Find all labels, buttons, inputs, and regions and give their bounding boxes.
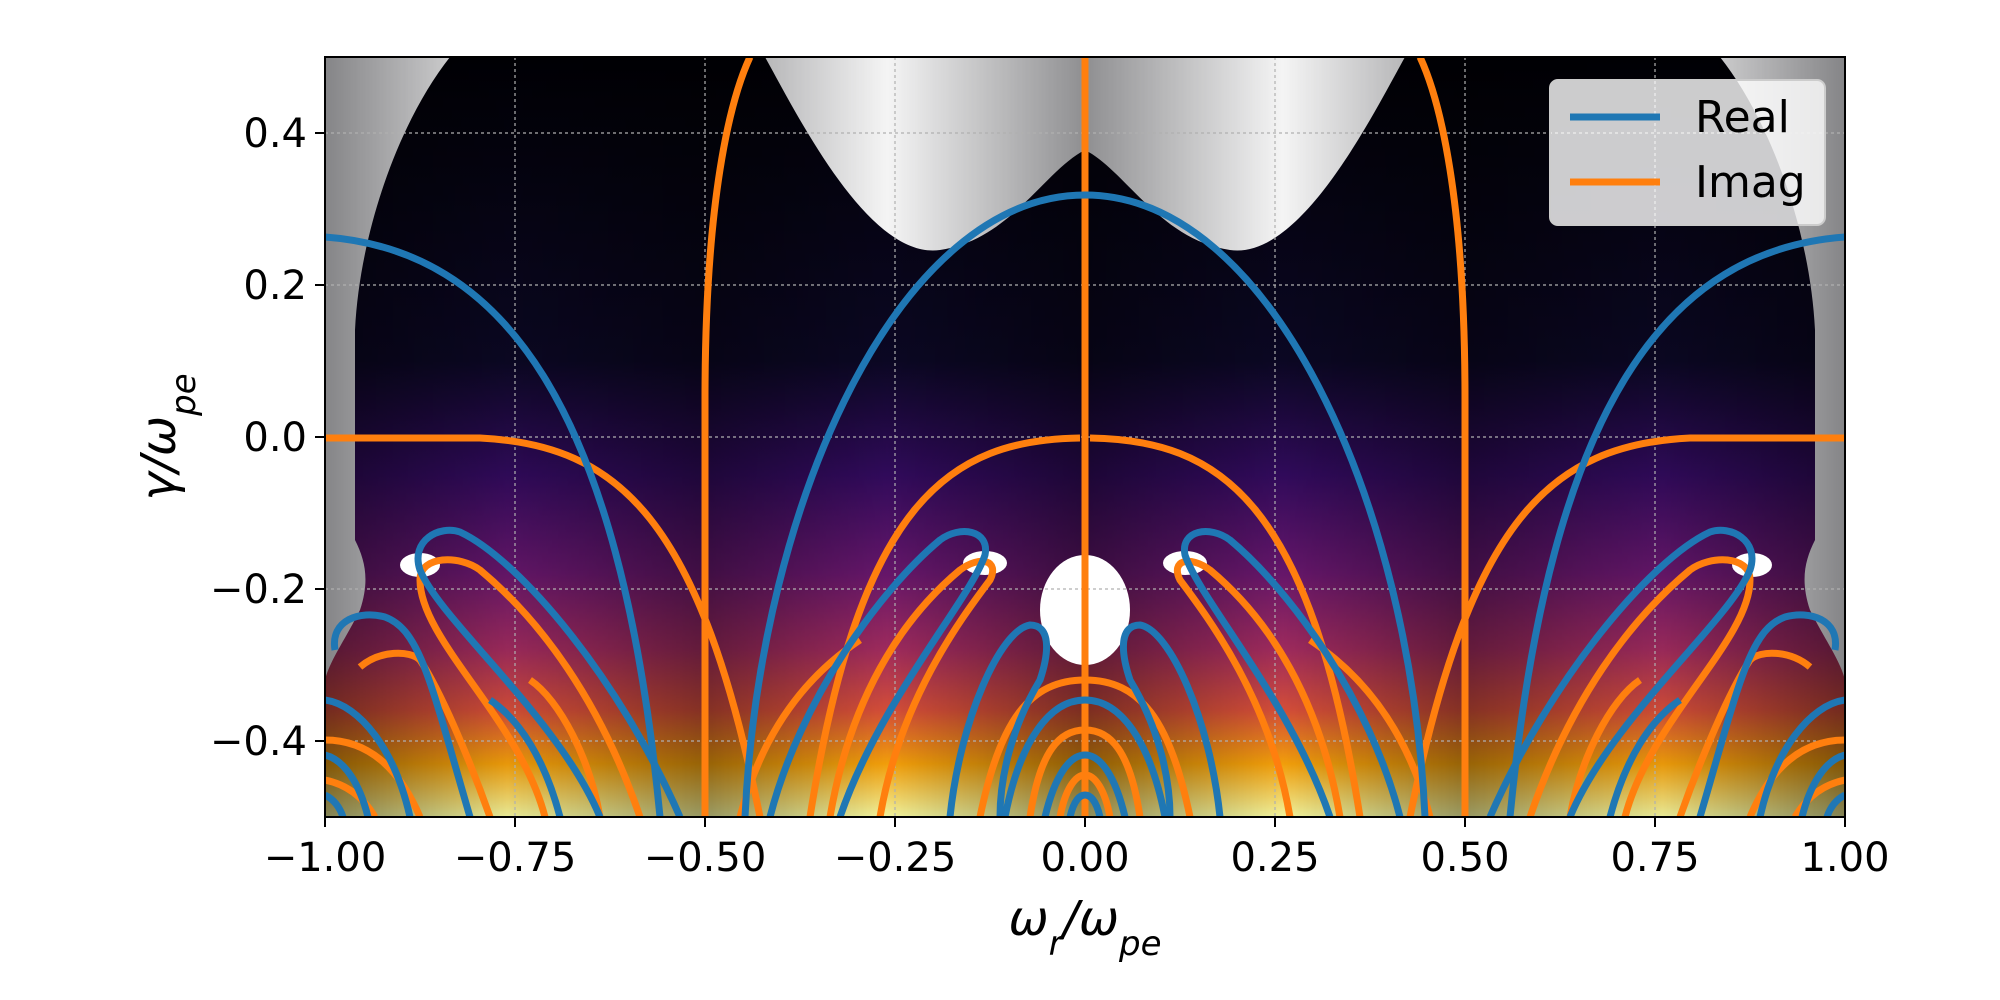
- y-axis-ticks: −0.4 −0.2 0.0 0.2 0.4: [210, 111, 325, 765]
- real-contour-fan-right-b: [1756, 696, 1845, 817]
- legend-imag-label: Imag: [1695, 157, 1806, 208]
- y-tick-label: 0.2: [243, 263, 307, 309]
- real-contour-inner-right: [1606, 697, 1682, 817]
- real-contour-fan-left-c: [325, 751, 372, 817]
- legend-real-label: Real: [1695, 92, 1790, 143]
- real-contour-center-cap-1: [1001, 696, 1169, 817]
- real-contour-center-cap-3: [1066, 791, 1104, 817]
- x-tick-label: −0.25: [834, 835, 957, 881]
- imag-contour-center-left: [806, 434, 1081, 817]
- real-contour-inner-left: [488, 697, 564, 817]
- imag-contour-center-cap-1: [976, 676, 1194, 817]
- x-tick-label: 0.00: [1040, 835, 1129, 881]
- real-contour-loop-left-2: [766, 528, 989, 817]
- imag-contour-vertical-right: [1416, 57, 1469, 817]
- imag-contour-inner-left: [527, 677, 604, 817]
- real-contour-fan-left-d: [325, 791, 347, 817]
- imag-contour-center-cap-3: [1056, 771, 1114, 817]
- imag-contour-inner-right: [1566, 677, 1643, 817]
- imag-contour-zero-left: [325, 434, 764, 817]
- real-contour-left-outer: [325, 233, 664, 817]
- imag-contour-center-right: [1089, 434, 1364, 817]
- imag-contour-loop-right-2: [1526, 556, 1754, 817]
- real-contour-fan-right-d: [1823, 791, 1845, 817]
- x-tick-label: 0.50: [1420, 835, 1509, 881]
- y-tick-label: −0.2: [210, 567, 307, 613]
- imag-contour-fan-left-c: [325, 776, 379, 817]
- y-tick-label: 0.0: [243, 415, 307, 461]
- real-contour-fan-right-a: [1696, 611, 1839, 817]
- x-tick-label: −1.00: [264, 835, 387, 881]
- x-axis-ticks: −1.00 −0.75 −0.50 −0.25 0.00 0.25 0.50 0.75 1.00: [264, 817, 1890, 881]
- real-contour-right-outer: [1506, 233, 1845, 817]
- real-contours: [325, 191, 1845, 817]
- imag-contour-fan-left-a: [325, 736, 424, 817]
- real-contour-center-dome: [741, 191, 1429, 817]
- imag-contour-center-cap-2: [1026, 726, 1144, 817]
- x-tick-label: 0.75: [1610, 835, 1699, 881]
- x-tick-label: 1.00: [1800, 835, 1889, 881]
- imag-contour-vertical-left: [701, 57, 754, 817]
- x-tick-label: 0.25: [1230, 835, 1319, 881]
- legend: Real Imag: [1549, 79, 1826, 226]
- y-axis-label: γ/ωpe: [131, 373, 204, 500]
- imag-contour-fan-right-a: [1746, 736, 1845, 817]
- real-contour-fan-left-b: [325, 696, 414, 817]
- imag-contour-fan-right-c: [1791, 776, 1845, 817]
- real-contour-small-left: [946, 621, 1051, 817]
- x-tick-label: −0.75: [454, 835, 577, 881]
- real-contour-fan-right-c: [1798, 751, 1845, 817]
- real-contour-fan-left-a: [331, 611, 474, 817]
- y-tick-label: −0.4: [210, 719, 307, 765]
- real-contour-small-right: [1119, 621, 1224, 817]
- real-contour-loop-left-1: [414, 526, 684, 817]
- x-axis-label: ωr/ωpe: [1008, 891, 1161, 964]
- real-contour-loop-right-1: [1181, 528, 1404, 817]
- y-tick-label: 0.4: [243, 111, 307, 157]
- imag-contour-loop-left-1: [416, 556, 644, 817]
- real-contour-center-cap-2: [1041, 751, 1129, 817]
- imag-contour-zero-right: [1406, 434, 1845, 817]
- x-tick-label: −0.50: [644, 835, 767, 881]
- real-contour-loop-right-2: [1486, 526, 1756, 817]
